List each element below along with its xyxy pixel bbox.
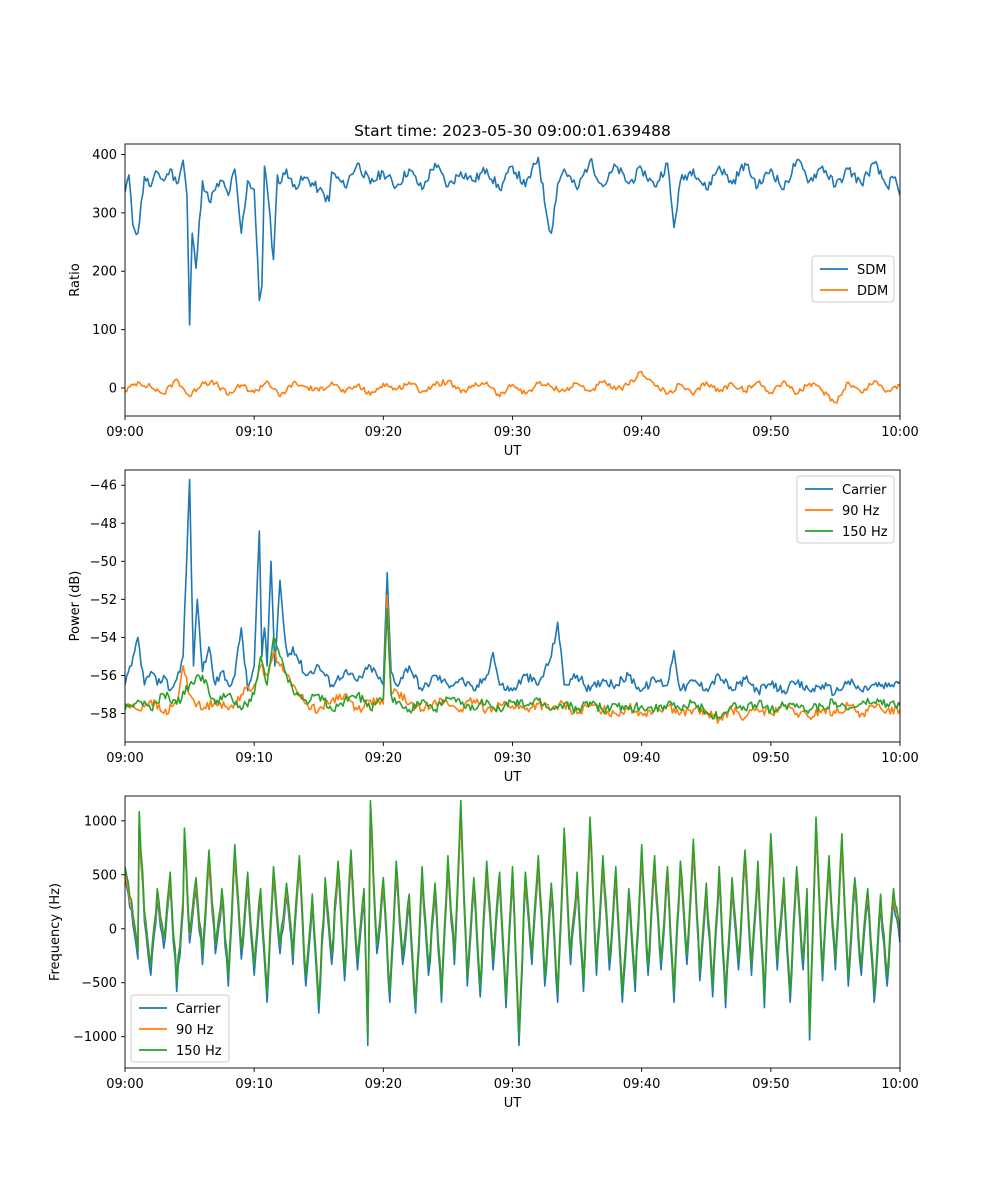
legend: SDM DDM [811, 255, 895, 303]
x-tick-label: 09:00 [106, 1077, 143, 1092]
legend-box [130, 994, 230, 1063]
series-line-carrier [125, 478, 900, 697]
x-tick-label: 10:00 [881, 751, 918, 766]
ratio-panel: 09:00 09:10 09:20 09:30 09:40 09:50 10:00 0 100 2… [68, 143, 919, 459]
x-tick-label: 09:00 [106, 751, 143, 766]
x-tick-label: 09:30 [494, 751, 531, 766]
y-axis-label: Frequency (Hz) [48, 883, 63, 981]
x-tick-label: 09:30 [494, 1077, 531, 1092]
x-tick-label: 09:50 [752, 1077, 789, 1092]
legend-label: 90 Hz [842, 504, 879, 519]
legend-label: 150 Hz [842, 525, 888, 540]
y-tick-label: 200 [92, 265, 117, 280]
y-tick-label: 500 [92, 868, 117, 883]
y-tick-label: −500 [81, 976, 117, 991]
y-axis-label: Power (dB) [68, 571, 83, 642]
y-tick-label: −46 [90, 479, 117, 494]
plot-area [125, 478, 900, 725]
figure-title: Start time: 2023-05-30 09:00:01.639488 [354, 122, 671, 140]
power-panel: 09:00 09:10 09:20 09:30 09:40 09:50 10:00 −58 −5… [68, 469, 919, 785]
y-tick-label: 0 [109, 922, 117, 937]
frequency-panel: 09:00 09:10 09:20 09:30 09:40 09:50 10:00 −1000… [48, 795, 919, 1111]
legend-label: Carrier [176, 1002, 221, 1017]
series-line-150-hz [125, 608, 900, 720]
legend-label: DDM [857, 284, 888, 299]
y-axis-label: Ratio [68, 263, 83, 296]
series-line-150-hz [125, 799, 900, 1039]
x-tick-label: 09:20 [365, 751, 402, 766]
x-tick-label: 09:50 [752, 751, 789, 766]
plot-area [125, 799, 900, 1047]
x-tick-label: 09:40 [623, 751, 660, 766]
y-tick-label: 400 [92, 148, 117, 163]
x-tick-label: 09:20 [365, 425, 402, 440]
x-tick-label: 09:10 [235, 1077, 272, 1092]
x-tick-label: 10:00 [881, 425, 918, 440]
legend: Carrier 90 Hz 150 Hz [796, 475, 895, 544]
series-line-ddm [125, 370, 900, 404]
y-tick-label: 300 [92, 206, 117, 221]
y-tick-label: −1000 [73, 1030, 117, 1045]
y-tick-label: −54 [90, 631, 117, 646]
x-tick-label: 09:20 [365, 1077, 402, 1092]
y-tick-label: −58 [90, 707, 117, 722]
x-tick-label: 09:10 [235, 751, 272, 766]
series-line-sdm [125, 156, 900, 326]
x-tick-label: 09:00 [106, 425, 143, 440]
legend-label: SDM [857, 263, 886, 278]
y-tick-label: 0 [109, 381, 117, 396]
y-tick-label: −50 [90, 555, 117, 570]
x-tick-label: 10:00 [881, 1077, 918, 1092]
y-tick-label: 1000 [84, 814, 117, 829]
x-tick-label: 09:30 [494, 425, 531, 440]
legend-label: 150 Hz [176, 1044, 222, 1059]
x-tick-label: 09:50 [752, 425, 789, 440]
legend: Carrier 90 Hz 150 Hz [130, 994, 230, 1063]
legend-box [796, 475, 895, 544]
y-tick-label: 100 [92, 323, 117, 338]
y-tick-label: −56 [90, 669, 117, 684]
legend-label: 90 Hz [176, 1023, 213, 1038]
x-tick-label: 09:40 [623, 425, 660, 440]
x-axis-label: UT [504, 444, 522, 459]
x-tick-label: 09:10 [235, 425, 272, 440]
x-axis-label: UT [504, 770, 522, 785]
plot-area [125, 156, 900, 404]
x-tick-label: 09:40 [623, 1077, 660, 1092]
y-tick-label: −48 [90, 517, 117, 532]
y-tick-label: −52 [90, 593, 117, 608]
series-line-90-hz [125, 594, 900, 725]
legend-label: Carrier [842, 483, 887, 498]
x-axis-label: UT [504, 1096, 522, 1111]
